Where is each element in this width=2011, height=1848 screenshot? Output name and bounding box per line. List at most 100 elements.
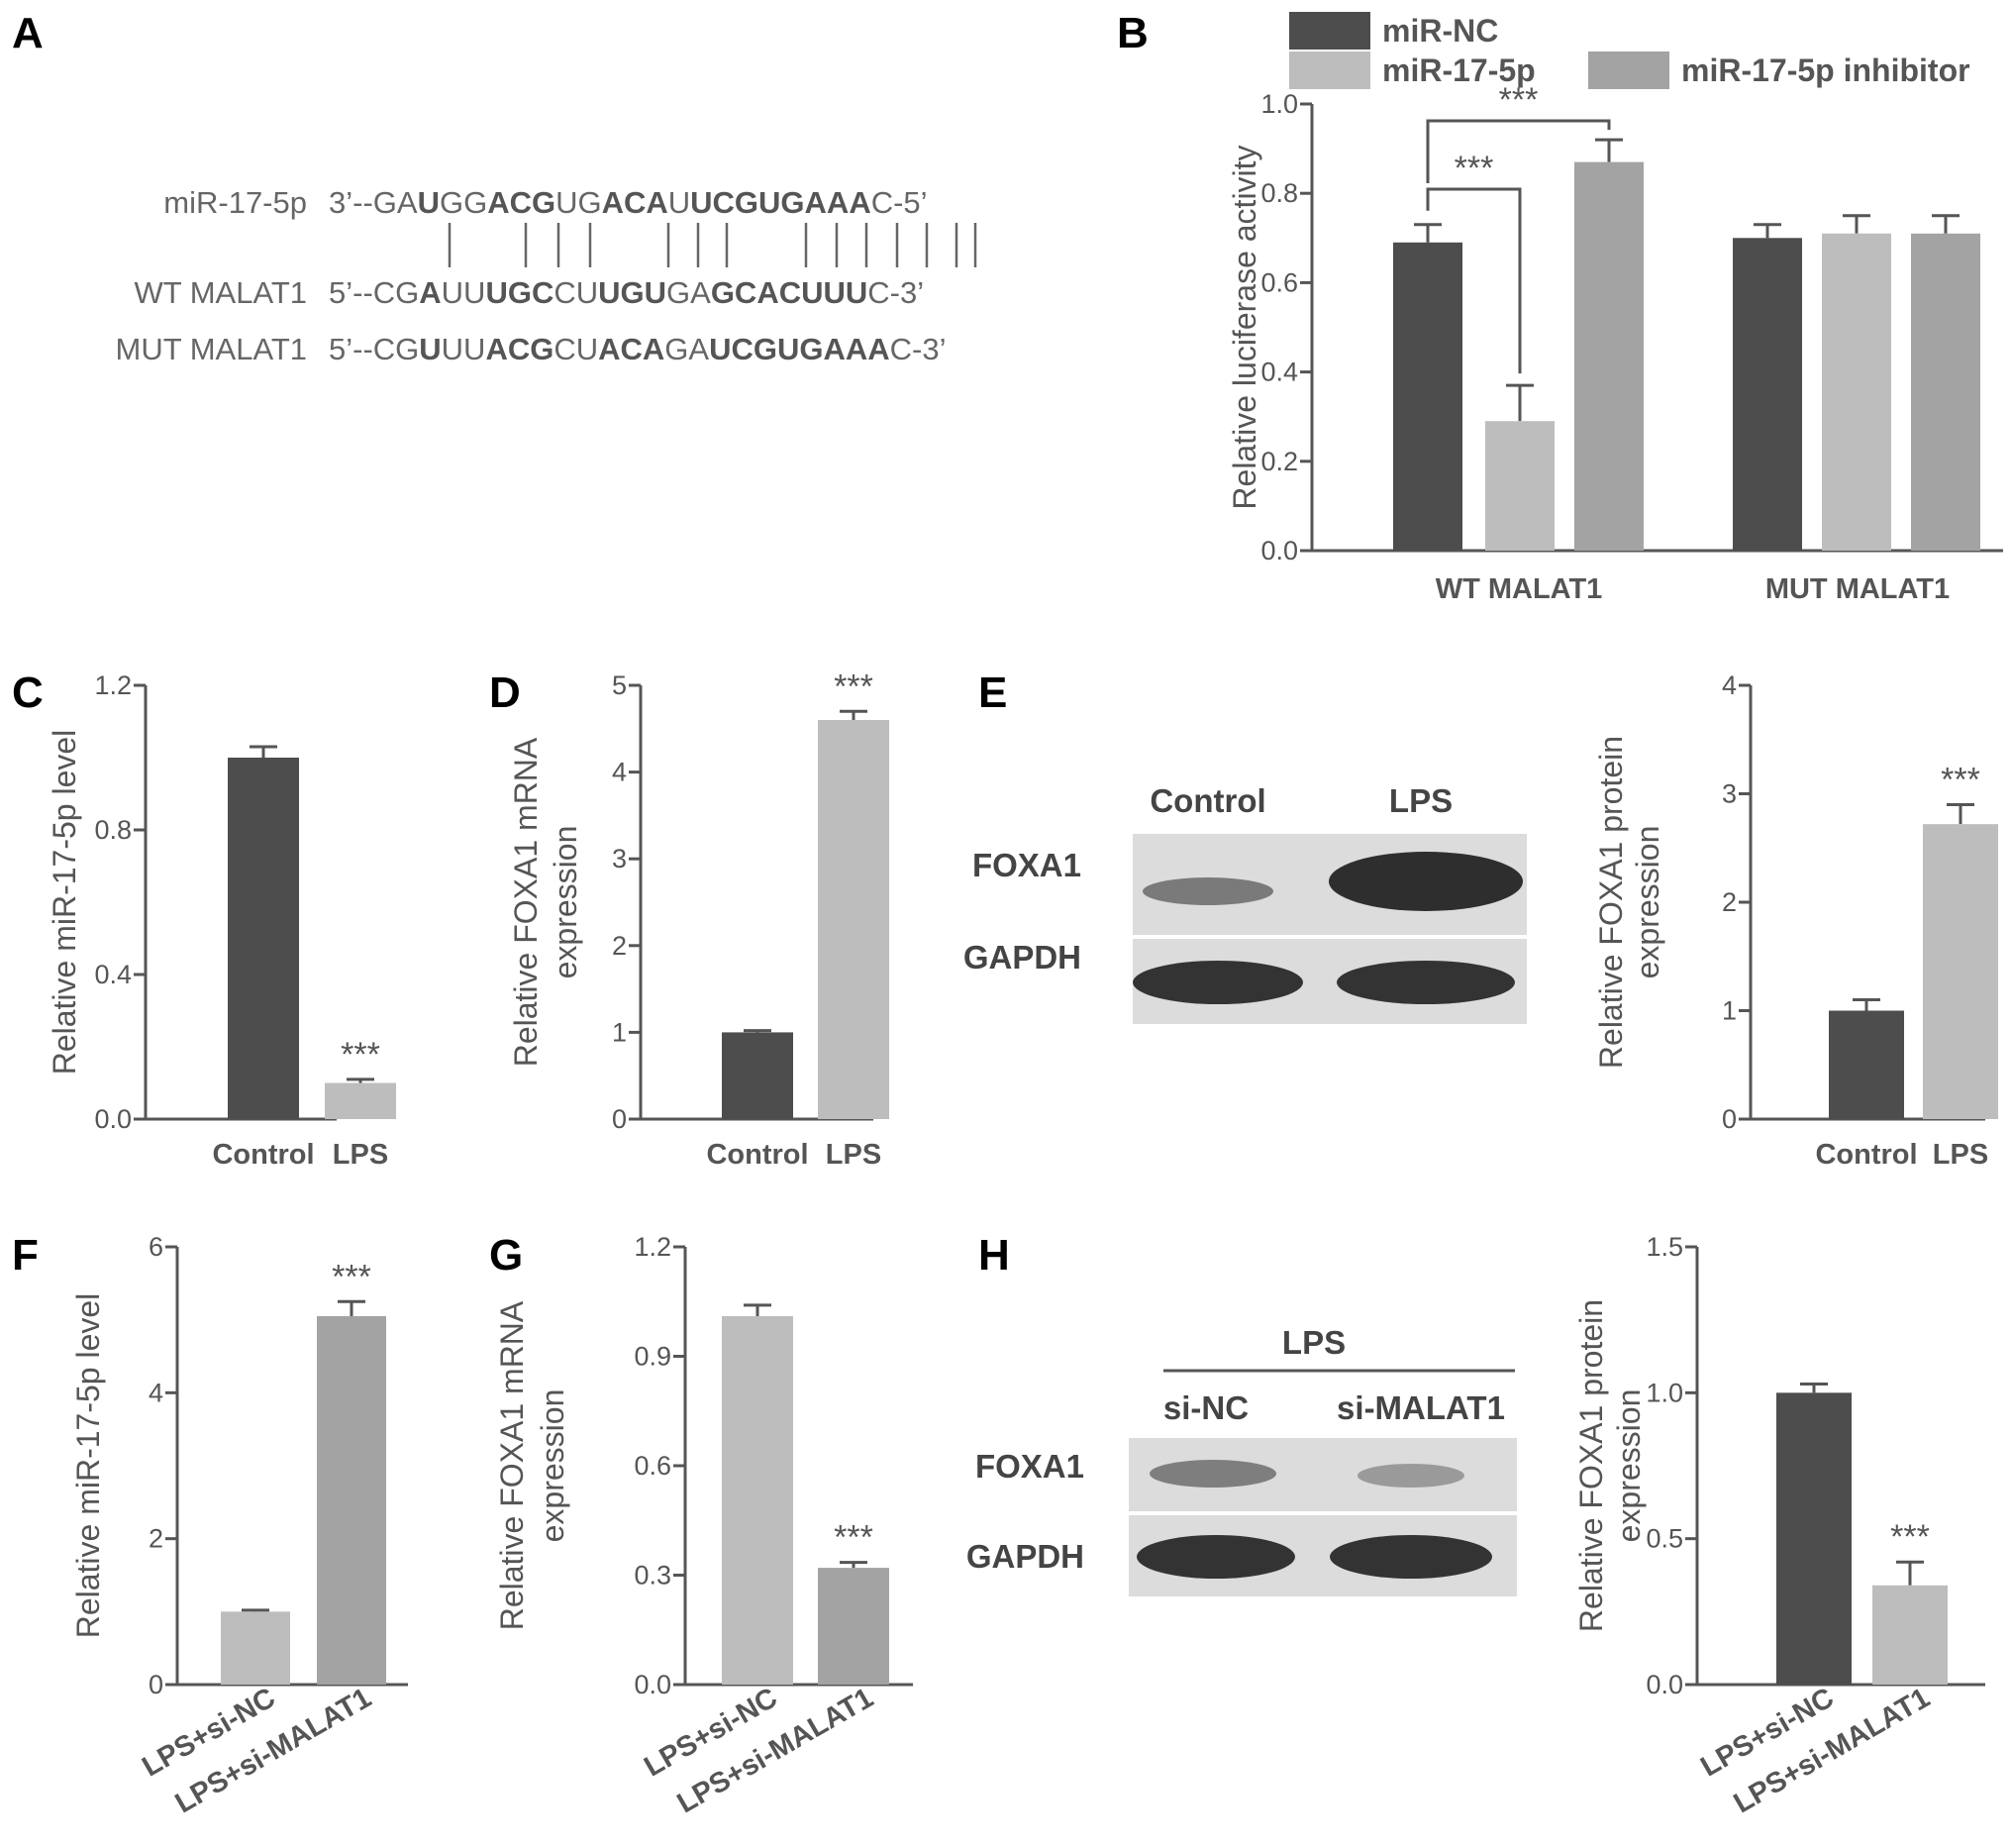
seq-segment: GA	[664, 332, 709, 366]
y-tick-label: 0.9	[634, 1342, 671, 1372]
western-blot-e: Control LPS FOXA1 GAPDH	[963, 782, 1527, 1024]
y-tick-label: 1.0	[1260, 89, 1298, 119]
x-category-label: LPS	[333, 1139, 388, 1171]
x-category-label: Control	[212, 1139, 314, 1171]
panel-label-a: A	[12, 9, 44, 57]
blot-h-row-foxa1: FOXA1	[975, 1448, 1084, 1485]
legend-swatch-mir-nc	[1289, 12, 1370, 50]
y-axis-label: Relative miR-17-5p level	[70, 1293, 106, 1639]
blot-e-row-foxa1: FOXA1	[972, 847, 1081, 883]
seq-segment: U	[418, 185, 440, 220]
panel-label-f: F	[12, 1231, 39, 1280]
panel-label-g: G	[489, 1231, 523, 1280]
seq-segment: 3’--GA	[329, 185, 418, 220]
bar	[1485, 421, 1555, 551]
y-axis-label-line1: Relative FOXA1 protein	[1573, 1299, 1609, 1632]
seq-segment: C-3’	[867, 275, 924, 310]
legend-label-inhibitor: miR-17-5p inhibitor	[1681, 52, 1970, 88]
y-tick-label: 0.8	[94, 815, 132, 845]
y-tick-label: 0.4	[1260, 358, 1298, 387]
y-tick-label: 0.6	[634, 1451, 671, 1481]
sequence-alignment: miR-17-5p WT MALAT1 MUT MALAT1 3’--GAUGG…	[116, 185, 977, 366]
legend-label-mir-nc: miR-NC	[1382, 13, 1498, 49]
y-axis-label-line1: Relative FOXA1 mRNA	[508, 737, 544, 1067]
seq-segment: ACG	[487, 185, 555, 220]
bar	[722, 1315, 793, 1685]
bar	[1911, 233, 1980, 552]
bar	[221, 1611, 290, 1685]
y-tick-label: 6	[149, 1232, 163, 1262]
y-tick-label: 0.0	[1260, 536, 1298, 565]
bar	[818, 1568, 889, 1685]
panel-label-d: D	[489, 668, 521, 717]
seq-mir: 3’--GAUGGACGUGACAUUCGUGAAAC-5’	[329, 185, 928, 220]
legend-swatch-inhibitor	[1588, 51, 1669, 89]
blot-e-band-foxa1-control	[1143, 877, 1273, 905]
western-blot-h: LPS si-NC si-MALAT1 FOXA1 GAPDH	[966, 1324, 1517, 1596]
y-tick-label: 2	[1722, 887, 1737, 917]
x-category-label: Control	[1815, 1139, 1917, 1171]
y-tick-label: 0.0	[1646, 1670, 1683, 1699]
seq-segment: 5’--CG	[329, 332, 419, 366]
seq-label-mir: miR-17-5p	[163, 185, 307, 220]
y-tick-label: 0	[612, 1104, 627, 1134]
significance-marker: ***	[341, 1036, 380, 1074]
y-tick-label: 0.3	[634, 1561, 671, 1591]
significance-marker: ***	[834, 667, 873, 705]
bar	[1733, 238, 1802, 552]
y-axis-label-line1: Relative FOXA1 protein	[1593, 736, 1629, 1069]
legend-b: miR-NC miR-17-5p miR-17-5p inhibitor	[1289, 12, 1970, 89]
blot-h-band-gapdh-si-malat1	[1330, 1535, 1492, 1579]
seq-segment: UU	[442, 275, 486, 310]
y-tick-label: 5	[612, 670, 627, 700]
y-axis-label-line2: expression	[548, 826, 583, 979]
bar	[1776, 1392, 1852, 1685]
legend-label-mir-17-5p: miR-17-5p	[1382, 52, 1536, 88]
y-tick-label: 1.5	[1646, 1232, 1683, 1262]
blot-e-lane-lps: LPS	[1389, 782, 1453, 819]
y-tick-label: 0.5	[1646, 1524, 1683, 1554]
y-tick-label: 1.2	[94, 670, 132, 700]
y-axis-label: Relative luciferase activity	[1227, 145, 1262, 509]
bar	[1872, 1585, 1948, 1685]
blot-h-group-lps: LPS	[1282, 1324, 1346, 1361]
y-tick-label: 0.6	[1260, 267, 1298, 297]
bar	[228, 758, 299, 1119]
blot-e-band-foxa1-lps	[1329, 852, 1523, 911]
y-axis-label-line2: expression	[1630, 826, 1665, 979]
y-tick-label: 0.2	[1260, 447, 1298, 476]
seq-segment: GA	[666, 275, 711, 310]
y-tick-label: 4	[149, 1378, 163, 1407]
chart-c: 0.0 0.4 0.8 1.2 Relative miR-17-5p level Cont…	[47, 670, 396, 1171]
seq-segment: GG	[440, 185, 487, 220]
bar	[1393, 242, 1462, 551]
seq-segment: UG	[555, 185, 602, 220]
bar	[317, 1315, 386, 1685]
seq-segment: UCGUGAAA	[690, 185, 871, 220]
significance-marker: ***	[1455, 150, 1494, 187]
significance-marker: ***	[1941, 761, 1980, 798]
y-tick-label: 1.0	[1646, 1378, 1683, 1407]
bar	[1574, 161, 1644, 551]
significance-marker: ***	[834, 1519, 873, 1557]
y-tick-label: 0.4	[94, 960, 132, 989]
seq-segment: ACG	[485, 332, 553, 366]
seq-segment: ACA	[598, 332, 664, 366]
seq-segment: C-3’	[890, 332, 947, 366]
blot-h-band-foxa1-si-malat1	[1357, 1464, 1464, 1488]
bar	[325, 1082, 396, 1119]
chart-b: 0.0 0.2 0.4 0.6 0.8 1.0 Relative luciferase ac…	[1227, 81, 2003, 605]
y-axis-label-line1: Relative FOXA1 mRNA	[494, 1300, 530, 1630]
blot-e-lane-control: Control	[1150, 782, 1265, 819]
significance-marker: ***	[332, 1258, 371, 1295]
seq-segment: ACA	[602, 185, 668, 220]
bar	[722, 1032, 793, 1119]
y-axis-label: Relative miR-17-5p level	[47, 730, 82, 1076]
y-tick-label: 0.0	[94, 1104, 132, 1134]
seq-segment: CU	[553, 275, 598, 310]
blot-e-row-gapdh: GAPDH	[963, 939, 1081, 975]
seq-segment: GCACUUU	[711, 275, 867, 310]
bar	[818, 720, 889, 1119]
y-tick-label: 3	[612, 844, 627, 873]
seq-segment: U	[668, 185, 690, 220]
